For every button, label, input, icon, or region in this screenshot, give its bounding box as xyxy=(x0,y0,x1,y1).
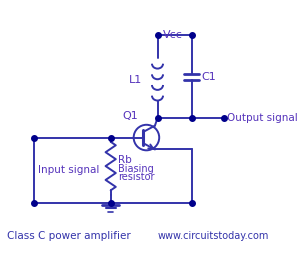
Text: Output signal: Output signal xyxy=(227,113,298,123)
Text: Biasing: Biasing xyxy=(118,164,154,174)
Text: L1: L1 xyxy=(129,75,142,85)
Text: Q1: Q1 xyxy=(123,110,138,120)
Text: Class C power amplifier: Class C power amplifier xyxy=(7,231,130,241)
Text: Rb: Rb xyxy=(118,155,132,165)
Text: www.circuitstoday.com: www.circuitstoday.com xyxy=(158,231,269,241)
Text: C1: C1 xyxy=(202,72,217,82)
Text: resistor: resistor xyxy=(118,172,155,182)
Text: Input signal: Input signal xyxy=(38,165,100,175)
Text: Vcc: Vcc xyxy=(163,29,182,39)
